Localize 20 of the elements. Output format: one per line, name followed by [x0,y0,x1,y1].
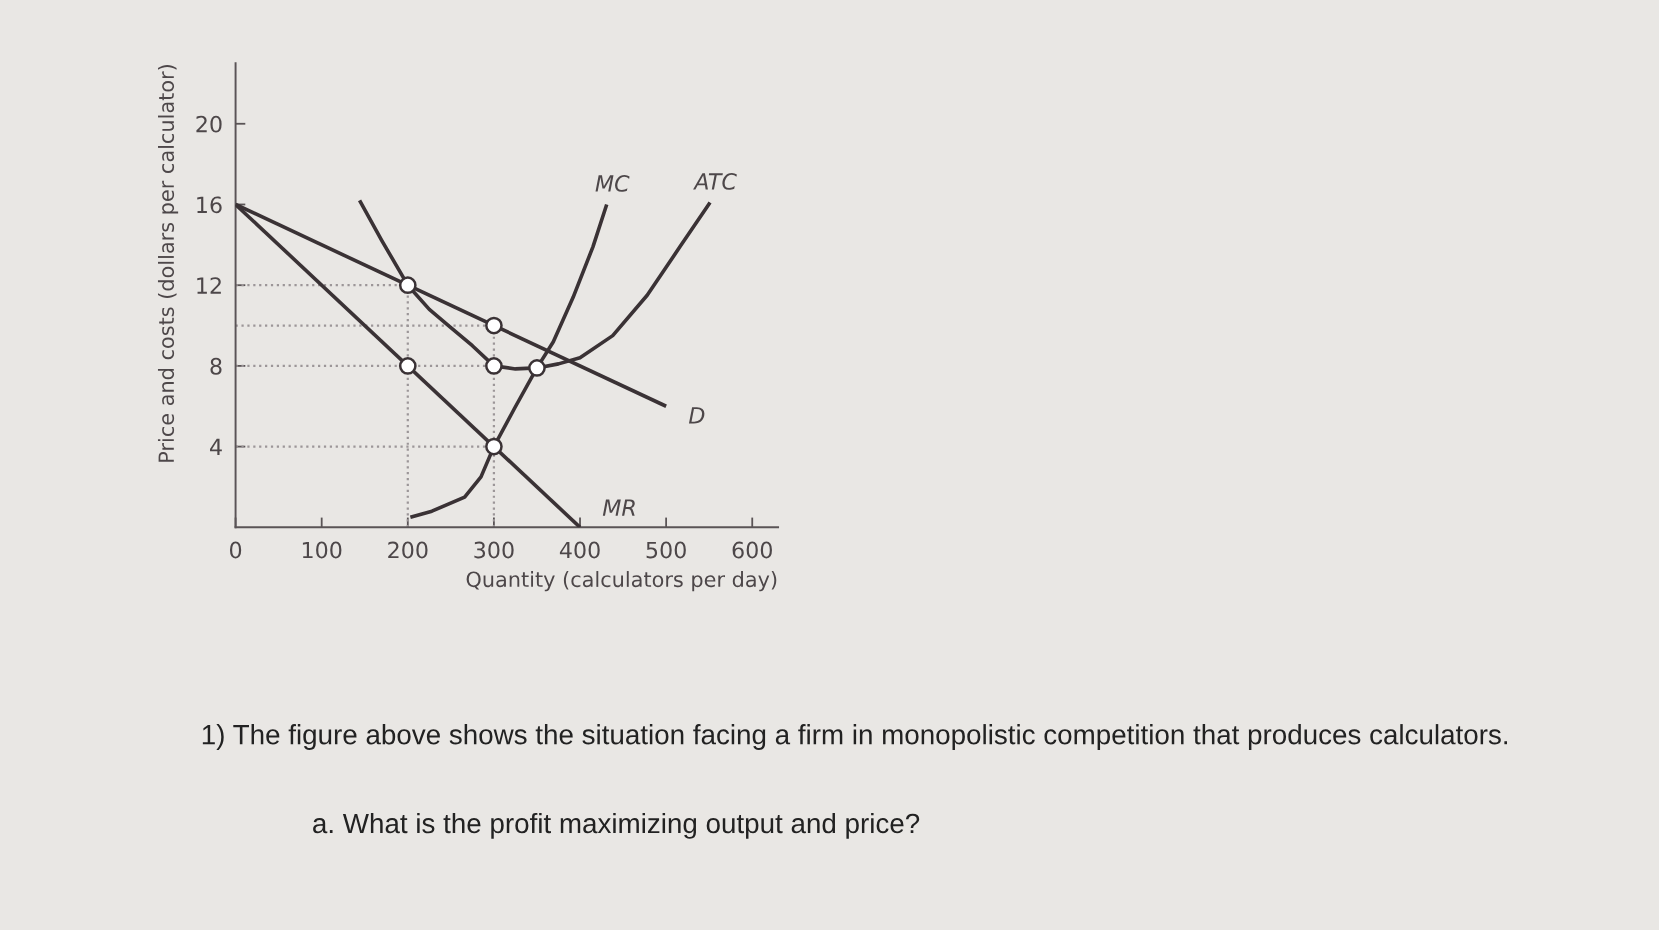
y-tick-label: 4 [210,438,222,456]
y-tick-label: 8 [210,357,222,375]
series-label: MR [602,499,635,516]
x-tick-label: 300 [474,541,514,559]
x-axis-title: Quantity (calculators per day) [466,571,777,592]
text: 1) The figure above shows the situation facing a firm in monopolistic competition that produces calculators. [202,724,1508,750]
y-tick-label: 16 [197,196,222,214]
series-label: ATC [693,173,737,190]
x-tick-label: 500 [646,541,686,559]
series-label: MC [595,175,630,192]
series-label: D [688,407,705,424]
text: a. What is the profit maximizing output and price? [313,812,920,839]
y-tick-label: 12 [197,277,221,294]
x-tick-label: 100 [302,541,342,559]
x-tick-label: 600 [732,541,772,559]
y-tick-label: 20 [196,115,222,133]
x-tick-label: 400 [559,541,600,559]
y-axis-title: Price and costs (dollars per calculator) [157,65,179,462]
x-tick-label: 200 [388,541,428,559]
x-tick-label: 0 [229,541,242,559]
